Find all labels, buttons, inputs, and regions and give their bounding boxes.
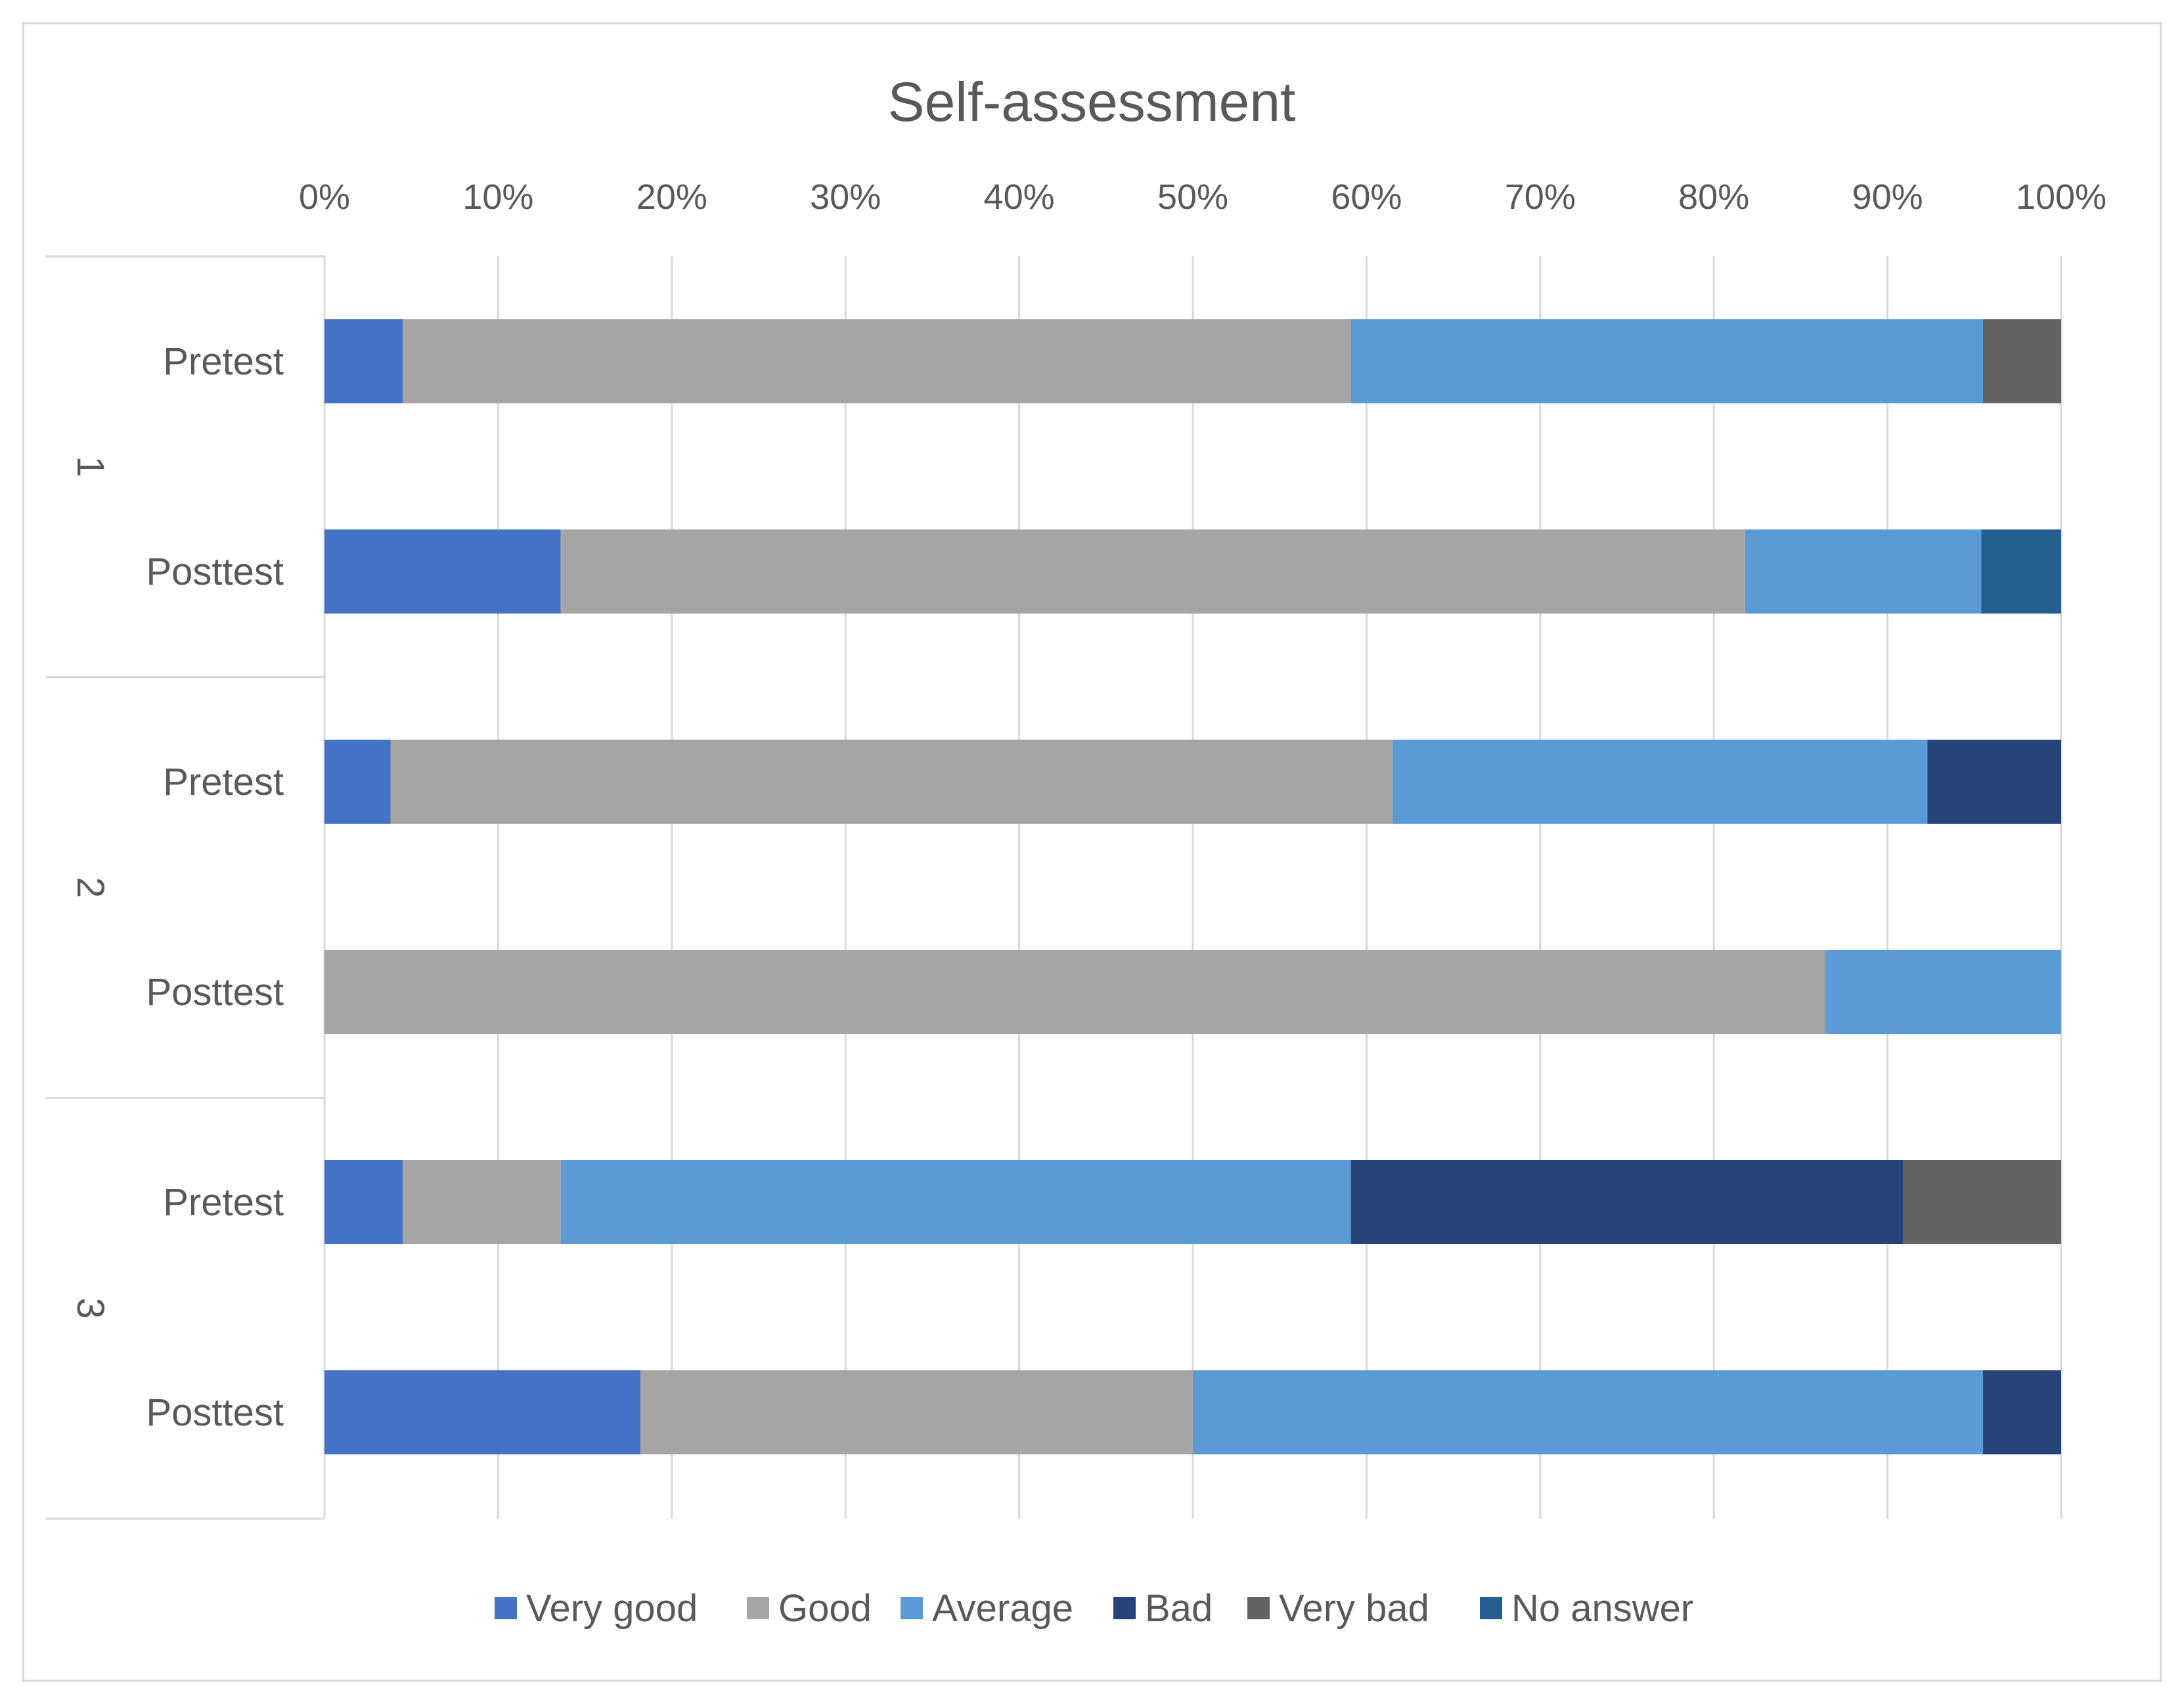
bar-segment [402, 1160, 561, 1244]
bar-segment [1927, 740, 2061, 824]
category-label: Pretest [163, 1181, 284, 1224]
legend-label: Good [778, 1587, 872, 1630]
x-tick-label: 20% [636, 177, 707, 217]
chart-title: Self-assessment [888, 71, 1296, 133]
bar-segment [324, 1370, 641, 1454]
bar-segment [324, 740, 391, 824]
bar-segment [640, 1370, 1193, 1454]
group-label: 2 [69, 877, 112, 898]
legend-swatch [747, 1597, 769, 1619]
bar-segment [1981, 529, 2061, 614]
category-label: Pretest [163, 340, 284, 383]
bar-segment [1350, 319, 1984, 403]
category-label: Pretest [163, 761, 284, 803]
bar-segment [1745, 529, 1982, 614]
category-labels: Pretest Posttest Pretest Posttest Pretest Pos… [146, 340, 284, 1434]
x-tick-label: 60% [1331, 177, 1402, 217]
x-tick-label: 0% [299, 177, 350, 217]
bar-segment [560, 529, 1745, 614]
bar-segment [1983, 1370, 2061, 1454]
category-label: Posttest [146, 550, 284, 593]
x-tick-label: 80% [1678, 177, 1749, 217]
legend-swatch [495, 1597, 517, 1619]
gridlines [46, 255, 2062, 1520]
x-tick-label: 30% [810, 177, 881, 217]
bar-segment [324, 319, 403, 403]
bar-segment [390, 740, 1393, 824]
bar-segment [1193, 1370, 1984, 1454]
group-labels: 1 2 3 [69, 456, 112, 1319]
group-label: 3 [69, 1298, 112, 1319]
bar-segment [1825, 950, 2061, 1034]
bar-segment [560, 1160, 1351, 1244]
legend-swatch [1480, 1597, 1502, 1619]
bar-segment [324, 529, 561, 614]
bar-segment [1903, 1160, 2061, 1244]
legend-label: No answer [1511, 1587, 1693, 1630]
x-tick-label: 50% [1157, 177, 1228, 217]
legend-label: Average [932, 1587, 1073, 1630]
legend-label: Very good [526, 1587, 698, 1630]
x-tick-label: 10% [462, 177, 533, 217]
legend-swatch [1247, 1597, 1270, 1619]
category-label: Posttest [146, 971, 284, 1014]
bar-segment [1350, 1160, 1904, 1244]
legend-swatch [1113, 1597, 1136, 1619]
category-label: Posttest [146, 1391, 284, 1434]
x-tick-label: 100% [2016, 177, 2106, 217]
x-axis-ticks: 0% 10% 20% 30% 40% 50% 60% 70% 80% 90% 100% [299, 177, 2106, 217]
x-tick-label: 70% [1505, 177, 1576, 217]
x-tick-label: 40% [984, 177, 1055, 217]
x-tick-label: 90% [1852, 177, 1923, 217]
bar-segment [324, 950, 1825, 1034]
bar-segment [1393, 740, 1928, 824]
legend: Very good Good Average Bad Very bad No answer [495, 1587, 1693, 1630]
legend-swatch [901, 1597, 923, 1619]
bar-segment [324, 1160, 403, 1244]
bar-segment [1983, 319, 2061, 403]
group-label: 1 [69, 456, 112, 477]
bars [324, 319, 2061, 1454]
legend-label: Very bad [1279, 1587, 1429, 1630]
bar-segment [402, 319, 1351, 403]
legend-label: Bad [1145, 1587, 1213, 1630]
